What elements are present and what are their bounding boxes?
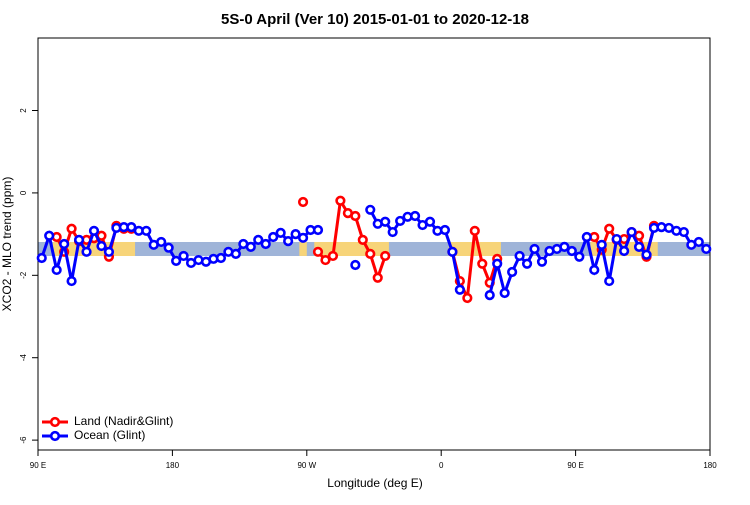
data-point — [88, 225, 100, 236]
data-point — [36, 252, 47, 264]
x-tick-label: 180 — [166, 461, 180, 470]
data-point — [454, 284, 465, 295]
data-point — [701, 243, 712, 255]
y-tick-label: -2 — [19, 271, 28, 279]
data-point — [297, 196, 309, 208]
data-point — [66, 275, 77, 287]
data-point — [178, 250, 189, 262]
legend-marker — [49, 430, 61, 442]
data-point — [275, 227, 286, 238]
data-point — [529, 243, 540, 255]
data-point — [290, 229, 301, 240]
data-point — [312, 224, 324, 236]
data-point — [312, 246, 324, 257]
y-tick-label: -4 — [19, 354, 28, 362]
data-point — [335, 195, 346, 206]
data-point — [171, 255, 182, 266]
chart-title: 5S-0 April (Ver 10) 2015-01-01 to 2020-1… — [221, 11, 529, 28]
data-point — [380, 216, 391, 227]
data-point — [59, 238, 70, 250]
data-point — [604, 275, 615, 287]
data-point — [626, 226, 637, 238]
data-point — [462, 292, 473, 304]
data-point — [357, 234, 368, 245]
data-point — [693, 236, 704, 248]
data-point — [380, 250, 391, 262]
data-point — [439, 224, 451, 236]
data-point — [596, 239, 607, 250]
data-point — [611, 233, 622, 245]
data-point — [51, 264, 62, 276]
data-point — [604, 223, 615, 234]
data-point — [387, 226, 398, 238]
data-point — [215, 252, 227, 264]
legend-label: Land (Nadir&Glint) — [74, 414, 173, 428]
data-point — [350, 210, 361, 222]
data-point — [126, 222, 137, 233]
data-point — [372, 272, 383, 283]
data-point — [566, 245, 577, 257]
data-point — [156, 236, 167, 248]
y-tick-label: 0 — [19, 190, 28, 195]
data-point — [447, 246, 458, 257]
data-point — [327, 250, 339, 262]
data-point — [230, 248, 241, 259]
data-point — [477, 258, 488, 269]
data-point — [245, 241, 256, 252]
data-point — [521, 258, 533, 269]
data-point — [103, 246, 115, 257]
data-point — [268, 231, 279, 243]
data-point — [574, 251, 585, 262]
data-point — [365, 248, 376, 259]
data-point — [484, 289, 495, 301]
data-point — [536, 256, 548, 267]
data-point — [514, 250, 525, 262]
data-point — [678, 226, 689, 238]
y-tick-label: -6 — [19, 436, 28, 444]
data-point — [44, 230, 55, 241]
data-point — [66, 223, 77, 234]
x-tick-label: 90 W — [297, 461, 316, 470]
data-point — [350, 259, 361, 271]
data-point — [395, 215, 406, 227]
data-point — [96, 240, 107, 252]
data-point — [581, 231, 592, 243]
data-point — [253, 234, 264, 245]
data-point — [589, 264, 600, 276]
data-point — [499, 287, 510, 299]
data-point — [424, 216, 436, 227]
data-point — [633, 230, 645, 241]
data-point — [619, 245, 630, 257]
x-tick-label: 180 — [703, 461, 717, 470]
x-tick-label: 0 — [439, 461, 444, 470]
data-point — [469, 225, 480, 236]
plot-frame — [37, 37, 711, 451]
data-point — [260, 238, 271, 250]
legend-marker — [49, 416, 61, 428]
x-tick-label: 90 E — [30, 461, 46, 470]
data-point — [641, 249, 652, 260]
data-point — [507, 266, 518, 278]
data-point — [365, 204, 376, 215]
data-point — [73, 234, 85, 245]
y-axis-label: XCO2 - MLO trend (ppm) — [0, 177, 14, 312]
data-point — [559, 241, 570, 252]
data-point — [633, 241, 645, 252]
data-point — [492, 258, 503, 269]
x-axis-label: Longitude (deg E) — [327, 476, 422, 490]
legend-label: Ocean (Glint) — [74, 428, 145, 442]
data-point — [81, 246, 92, 257]
data-point — [409, 210, 421, 222]
data-point — [163, 242, 174, 253]
data-point — [320, 254, 331, 266]
data-point — [297, 232, 309, 243]
data-point — [283, 236, 294, 247]
x-tick-label: 90 E — [567, 461, 583, 470]
y-tick-label: 2 — [19, 108, 28, 113]
data-point — [141, 225, 152, 236]
